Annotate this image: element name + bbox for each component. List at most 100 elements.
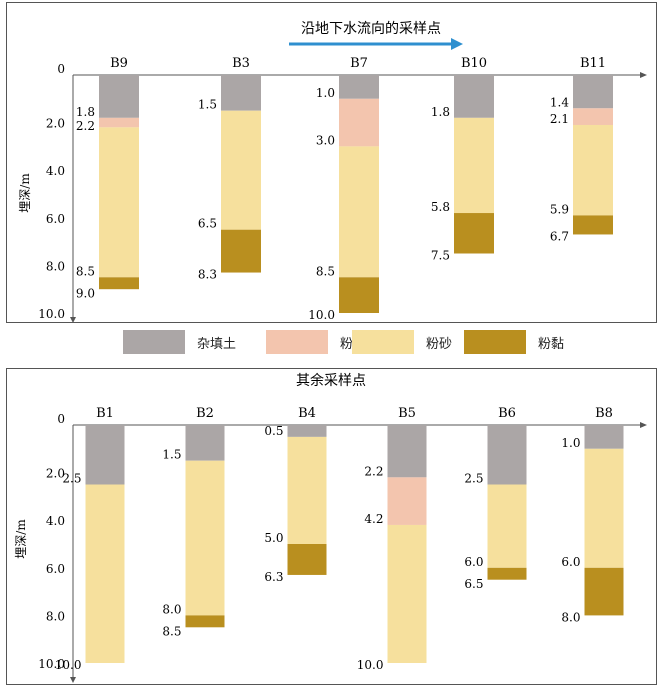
y-axis-arrow <box>70 677 76 683</box>
y-tick-label: 4.0 <box>46 514 65 528</box>
bore-name-label: B1 <box>96 406 114 421</box>
bore-layer-silty-sand <box>454 117 494 214</box>
bore-layer-fill <box>454 75 494 118</box>
bore-layer-fill <box>573 75 613 109</box>
bore-layer-silty-sand <box>487 484 527 568</box>
depth-value-label: 1.4 <box>550 95 569 109</box>
depth-value-label: 8.5 <box>162 624 181 638</box>
depth-value-label: 8.0 <box>561 610 580 624</box>
bore-name-label: B8 <box>595 406 613 421</box>
bore-layer-silty-sand <box>99 127 139 278</box>
panel-other-samples: 其余采样点 0 2.0 4.0 6.0 8.0 10.0 埋深/m B1 2.5 10.0 B2 1.5… <box>6 368 657 685</box>
other-bore-chart: 其余采样点 0 2.0 4.0 6.0 8.0 10.0 埋深/m B1 2.5 10.0 B2 1.5… <box>14 372 647 683</box>
y-tick-label: 8.0 <box>46 609 65 623</box>
depth-value-label: 3.0 <box>316 133 335 147</box>
depth-value-label: 8.5 <box>316 264 335 278</box>
legend-item-silty-sand: 粉砂 <box>352 330 452 354</box>
depth-value-label: 8.0 <box>162 602 181 616</box>
bore-layer-silty-clay <box>584 567 624 616</box>
bore-name-label: B10 <box>461 56 487 71</box>
depth-value-label: 2.1 <box>550 112 569 126</box>
bore-layer-fill <box>221 75 261 111</box>
bore-layer-silty-clay <box>287 544 327 575</box>
bore-layer-silty-clay <box>99 277 139 290</box>
bore-layer-fill <box>584 425 624 449</box>
flow-arrow-head <box>451 38 463 50</box>
bore-layer-silt <box>573 108 613 125</box>
bore-layer-silty-clay <box>487 567 527 580</box>
legend: 杂填土 粉土 粉砂 粉黏 <box>0 326 667 360</box>
depth-value-label: 6.0 <box>561 555 580 569</box>
bore-layer-fill <box>99 75 139 118</box>
depth-value-label: 1.8 <box>76 105 95 119</box>
depth-value-label: 0.5 <box>264 424 283 438</box>
depth-value-label: 2.5 <box>62 472 81 486</box>
legend-item-silt: 粉土 <box>266 330 366 354</box>
chart-title: 其余采样点 <box>296 372 366 389</box>
depth-value-label: 6.0 <box>464 555 483 569</box>
bore-name-label: B9 <box>110 56 128 71</box>
legend-item-fill: 杂填土 <box>123 330 236 354</box>
y-tick-label: 6.0 <box>46 212 65 226</box>
bore-name-label: B6 <box>498 406 516 421</box>
depth-value-label: 6.7 <box>550 229 569 243</box>
legend-item-silty-clay: 粉黏 <box>464 330 564 354</box>
bore-name-label: B3 <box>232 56 250 71</box>
bore-layer-fill <box>487 425 527 485</box>
depth-value-label: 2.5 <box>464 472 483 486</box>
bore-layer-silt <box>387 477 427 525</box>
bore-layer-silty-clay <box>221 229 261 273</box>
bore-layer-silty-sand <box>573 124 613 216</box>
bore-layer-silty-sand <box>584 448 624 568</box>
y-tick-label: 4.0 <box>46 164 65 178</box>
bore-layer-silty-sand <box>185 460 225 616</box>
panel-downstream-samples: 沿地下水流向的采样点 0 2.0 4.0 6.0 8.0 10.0 埋深/m B9 1.8 2.2 8… <box>6 2 657 323</box>
y-tick-label: 0 <box>57 62 65 76</box>
bore-layer-silty-clay <box>185 615 225 628</box>
depth-value-label: 1.8 <box>431 105 450 119</box>
legend-swatch-silty-sand <box>352 330 414 354</box>
depth-value-label: 1.0 <box>316 86 335 100</box>
depth-value-label: 5.9 <box>550 202 569 216</box>
bore-name-label: B2 <box>196 406 214 421</box>
bore-layer-silty-clay <box>573 215 613 235</box>
depth-value-label: 6.5 <box>198 217 217 231</box>
depth-value-label: 1.0 <box>561 436 580 450</box>
y-axis-title: 埋深/m <box>14 519 28 559</box>
bore-layer-silty-sand <box>221 110 261 230</box>
depth-value-label: 10.0 <box>357 658 384 672</box>
depth-value-label: 10.0 <box>308 308 335 322</box>
bore-layer-fill <box>185 425 225 461</box>
chart-title: 沿地下水流向的采样点 <box>301 21 441 37</box>
legend-label-silty-clay: 粉黏 <box>538 336 565 352</box>
bore-layer-silt <box>339 98 379 147</box>
bore-name-label: B7 <box>350 56 368 71</box>
depth-value-label: 6.5 <box>464 577 483 591</box>
depth-value-label: 4.2 <box>364 512 383 526</box>
bore-name-label: B5 <box>398 406 416 421</box>
bore-layer-fill <box>339 75 379 99</box>
bore-layer-silty-clay <box>339 277 379 313</box>
bore-layer-silty-sand <box>387 524 427 663</box>
y-tick-label: 10.0 <box>38 307 65 321</box>
legend-swatch-silt <box>266 330 328 354</box>
bore-name-label: B11 <box>580 56 606 71</box>
bore-layer-silty-sand <box>85 484 125 663</box>
depth-value-label: 2.2 <box>364 464 383 478</box>
y-axis-title: 埋深/m <box>18 173 32 213</box>
y-tick-label: 6.0 <box>46 562 65 576</box>
bore-layer-fill <box>387 425 427 478</box>
legend-label-silty-sand: 粉砂 <box>426 336 453 352</box>
depth-value-label: 8.5 <box>76 264 95 278</box>
bore-layer-fill <box>287 425 327 437</box>
downstream-bore-chart: 沿地下水流向的采样点02.04.06.08.010.0埋深/mB91.82.28… <box>18 21 647 322</box>
depth-value-label: 1.5 <box>198 98 217 112</box>
depth-value-label: 5.8 <box>431 200 450 214</box>
y-tick-label: 2.0 <box>46 467 65 481</box>
bore-layer-silty-clay <box>454 213 494 254</box>
bore-name-label: B4 <box>298 406 316 421</box>
legend-swatch-silty-clay <box>464 330 526 354</box>
y-axis-arrow <box>70 317 76 322</box>
bore-layer-silt <box>99 117 139 128</box>
legend-swatch-fill <box>123 330 185 354</box>
